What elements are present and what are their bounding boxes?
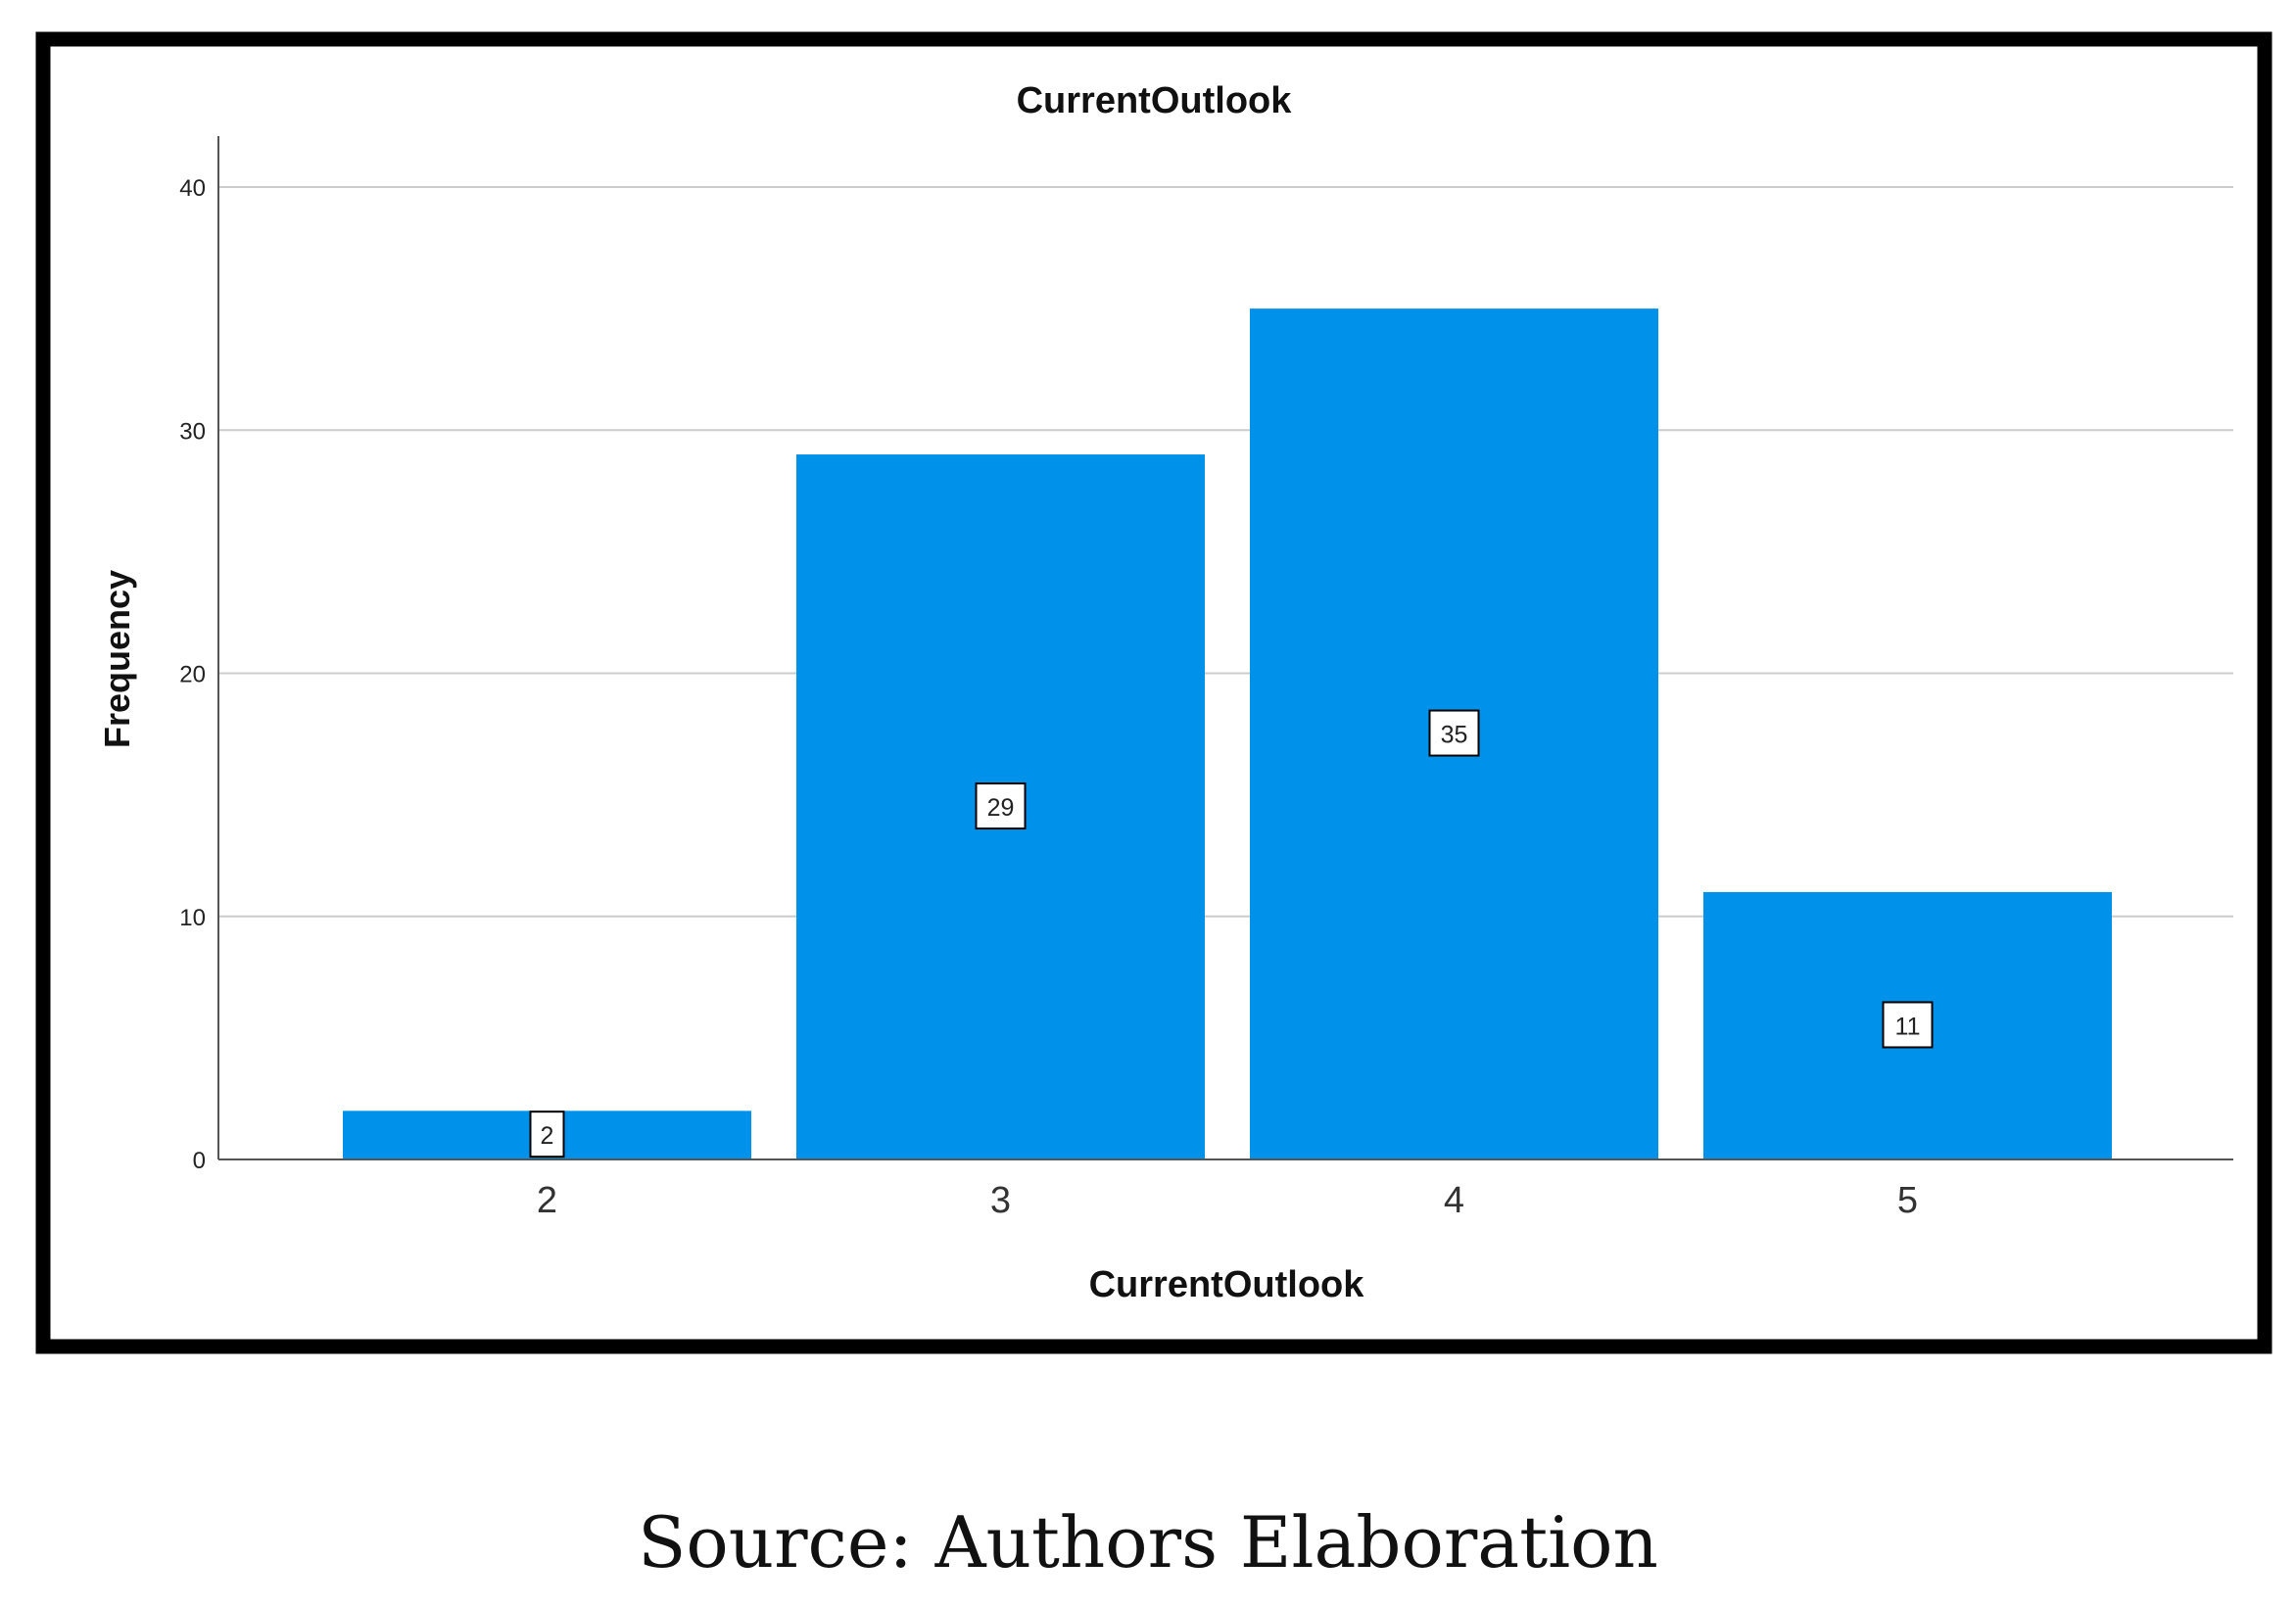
y-tick-label: 20: [179, 662, 206, 688]
x-tick-label: 4: [1444, 1180, 1464, 1221]
y-tick-label: 30: [179, 418, 206, 445]
data-label: 35: [1441, 722, 1468, 749]
data-label-box: [529, 1111, 565, 1158]
data-label-box: [1882, 1001, 1934, 1049]
y-axis-label: Frequency: [97, 570, 137, 748]
y-tick-label: 40: [179, 175, 206, 202]
data-label: 11: [1895, 1013, 1921, 1040]
x-tick-label: 5: [1897, 1180, 1918, 1221]
data-label-box: [1428, 709, 1480, 757]
y-tick-label: 0: [193, 1148, 206, 1174]
x-tick-labels: 2 3 4 5: [537, 1180, 1918, 1221]
chart-title: CurrentOutlook: [1017, 80, 1293, 121]
y-tick-label: 10: [179, 905, 206, 931]
x-axis-label: CurrentOutlook: [1089, 1264, 1365, 1305]
bars: 2 29 35 11: [343, 308, 2112, 1159]
data-label-box: [975, 782, 1027, 830]
x-tick-label: 2: [537, 1180, 557, 1221]
data-label: 2: [541, 1122, 554, 1150]
source-caption: Source: Authors Elaboration: [638, 1501, 1658, 1583]
y-tick-labels: 0 10 20 30 40: [179, 175, 206, 1174]
data-label: 29: [987, 794, 1015, 822]
x-tick-label: 3: [990, 1180, 1011, 1221]
